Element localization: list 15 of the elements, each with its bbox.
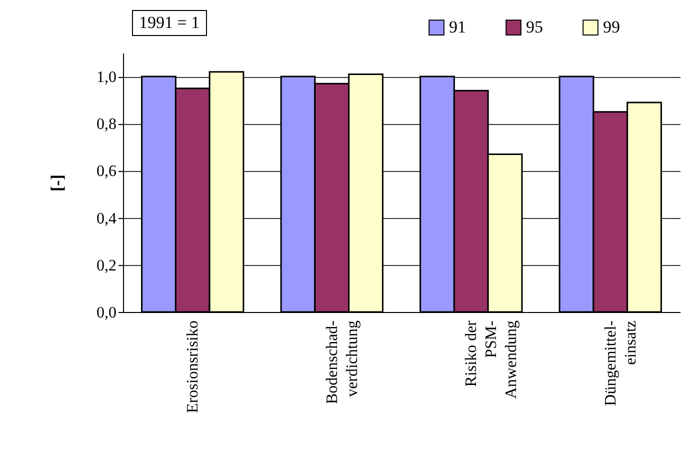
legend-label: 91 — [449, 18, 466, 37]
x-tick-label: Bodenschad- verdichtung — [324, 320, 361, 404]
y-tick-label: 0,4 — [96, 210, 116, 228]
y-tick-label: 0,8 — [96, 116, 116, 134]
y-axis-title: [-] — [48, 174, 66, 192]
y-tick-label: 0,2 — [96, 257, 116, 274]
x-tick-label: Risiko der PSM- Anwendung — [463, 320, 520, 399]
x-tick-label: Düngemittel- einsatz — [602, 320, 640, 406]
y-tick-label: 0,0 — [96, 304, 116, 322]
y-tick-label: 1,0 — [96, 69, 116, 86]
legend-label: 99 — [603, 18, 620, 37]
text: 1991 = 1 — [132, 10, 207, 36]
x-tick-label: Erosionsrisiko — [184, 320, 202, 413]
legend-label: 95 — [526, 18, 543, 37]
y-tick-label: 0,6 — [96, 163, 116, 180]
